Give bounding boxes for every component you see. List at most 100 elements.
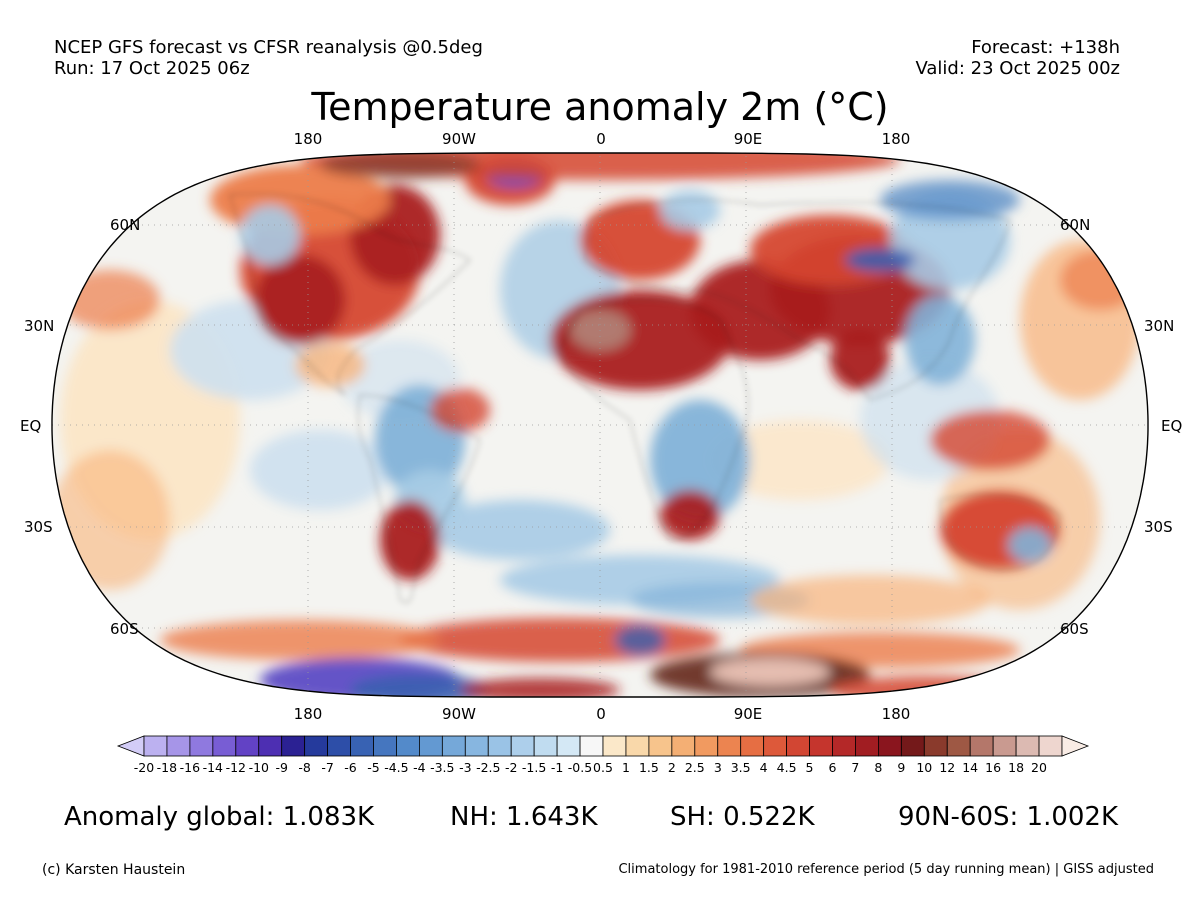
colorbar-tick-label: -1: [550, 760, 564, 775]
central-america-warm: [295, 343, 365, 387]
colorbar-tick-label: 1.5: [638, 760, 659, 775]
lat-label-left-60s: 60S: [110, 620, 139, 638]
colorbar-swatch: [1015, 735, 1040, 757]
header-model-info: NCEP GFS forecast vs CFSR reanalysis @0.…: [54, 37, 483, 58]
colorbar-swatch: [900, 735, 925, 757]
colorbar-tick-label: -6: [344, 760, 357, 775]
ocean-warm-patch: [710, 420, 890, 500]
lon-label-bottom-180e: 180: [881, 705, 911, 723]
colorbar-tick-label: 3: [713, 760, 722, 775]
colorbar-swatch: [212, 735, 237, 757]
lat-label-left-30n: 30N: [24, 317, 55, 335]
colorbar-tick-label: -1.5: [521, 760, 547, 775]
colorbar-tick-label: -4.5: [384, 760, 409, 775]
lat-label-right-60n: 60N: [1060, 216, 1091, 234]
colorbar-tick-label: 20: [1031, 760, 1047, 775]
lat-label-right-30n: 30N: [1144, 317, 1175, 335]
south-china-cold: [905, 295, 975, 385]
antarctica-warm-core: [710, 658, 830, 686]
lon-label-top-90w: 90W: [442, 130, 476, 148]
colorbar-swatch: [602, 735, 627, 757]
southern-ocean-warm: [160, 620, 440, 660]
lat-label-right-60s: 60S: [1060, 620, 1089, 638]
brazil-northeast-warm: [430, 388, 490, 432]
north-america-warm-core: [255, 255, 345, 345]
header-run-time: Run: 17 Oct 2025 06z: [54, 58, 250, 79]
colorbar-tick-label: -18: [156, 760, 178, 775]
antarctica-cold-core: [350, 674, 490, 697]
colorbar-swatch: [1038, 735, 1063, 757]
colorbar-tick-label: 8: [874, 760, 883, 775]
colorbar-tick-label: -0.5: [567, 760, 593, 775]
header-valid-time: Valid: 23 Oct 2025 00z: [915, 58, 1120, 79]
nw-america-cold: [240, 205, 300, 265]
colorbar-tick-label: -14: [202, 760, 223, 775]
colorbar-tick-label: -16: [179, 760, 201, 775]
lon-label-top-180w: 180: [293, 130, 323, 148]
colorbar-tick-label: 9: [897, 760, 906, 775]
north-america-coast: [229, 193, 471, 396]
colorbar-swatch: [418, 735, 443, 757]
colorbar-min-arrow: [116, 735, 145, 757]
colorbar-tick-label: 4.5: [776, 760, 797, 775]
lat-label-left-eq: EQ: [20, 417, 42, 435]
colorbar-tick-label: -4: [413, 760, 426, 775]
lon-label-bottom-90e: 90E: [733, 705, 763, 723]
colorbar-swatch: [258, 735, 283, 757]
antarctica-warm: [460, 678, 620, 697]
colorbar-tick-label: -3.5: [430, 760, 455, 775]
colorbar-swatch: [235, 735, 260, 757]
central-africa-cold: [650, 400, 750, 520]
header-forecast-hour: Forecast: +138h: [971, 37, 1120, 58]
lat-label-right-30s: 30S: [1144, 518, 1173, 536]
colorbar-swatch: [946, 735, 971, 757]
colorbar-tick-label: -20: [133, 760, 155, 775]
colorbar-swatch: [969, 735, 994, 757]
lat-label-left-30s: 30S: [24, 518, 53, 536]
colorbar-swatch: [327, 735, 351, 757]
colorbar-swatch: [855, 735, 879, 757]
colorbar-max-arrow: [1061, 735, 1090, 757]
colorbar-tick-label: 2.5: [684, 760, 705, 775]
colorbar-tick-label: -10: [248, 760, 269, 775]
colorbar-swatch: [350, 735, 374, 757]
argentina-warm: [380, 500, 440, 580]
colorbar-tick-label: -8: [298, 760, 311, 775]
south-africa-warm: [660, 490, 720, 540]
colorbar-tick-label: -2: [504, 760, 518, 775]
colorbar-tick-label: 7: [851, 760, 860, 775]
africa-coast: [559, 299, 749, 541]
colorbar-swatch: [878, 735, 902, 757]
colorbar-swatch: [579, 735, 604, 757]
colorbar-swatch: [786, 735, 810, 757]
colorbar-swatch: [717, 735, 742, 757]
colorbar-swatch: [373, 735, 397, 757]
colorbar-swatch: [625, 735, 650, 757]
colorbar-tick-label: 4: [759, 760, 768, 775]
colorbar-tick-label: 10: [916, 760, 933, 775]
lon-label-top-0: 0: [596, 130, 606, 148]
india-warm: [830, 330, 890, 390]
australia-coast: [939, 494, 1061, 571]
colorbar-swatch: [533, 735, 558, 757]
lon-label-bottom-90w: 90W: [442, 705, 476, 723]
colorbar-swatch: [832, 735, 856, 757]
mongolia-cold-core: [845, 248, 915, 272]
stat-90n-60s: 90N-60S: 1.002K: [898, 802, 1119, 832]
colorbar-tick-label: -2.5: [476, 760, 501, 775]
lon-label-bottom-180w: 180: [293, 705, 323, 723]
arctic-extreme: [320, 153, 480, 179]
colorbar-swatch: [809, 735, 833, 757]
colorbar-tick-label: 0.5: [593, 760, 613, 775]
footer-copyright: (c) Karsten Haustein: [42, 862, 186, 878]
colorbar-tick-label: 1: [622, 760, 630, 775]
colorbar-tick-label: 3.5: [730, 760, 751, 775]
south-america-coast: [357, 394, 481, 603]
stat-nh: NH: 1.643K: [450, 802, 598, 832]
lon-label-top-180e: 180: [881, 130, 911, 148]
stat-sh: SH: 0.522K: [670, 802, 815, 832]
colorbar-swatch: [923, 735, 948, 757]
colorbar-swatch: [510, 735, 535, 757]
ocean-cold-patch: [250, 430, 390, 510]
